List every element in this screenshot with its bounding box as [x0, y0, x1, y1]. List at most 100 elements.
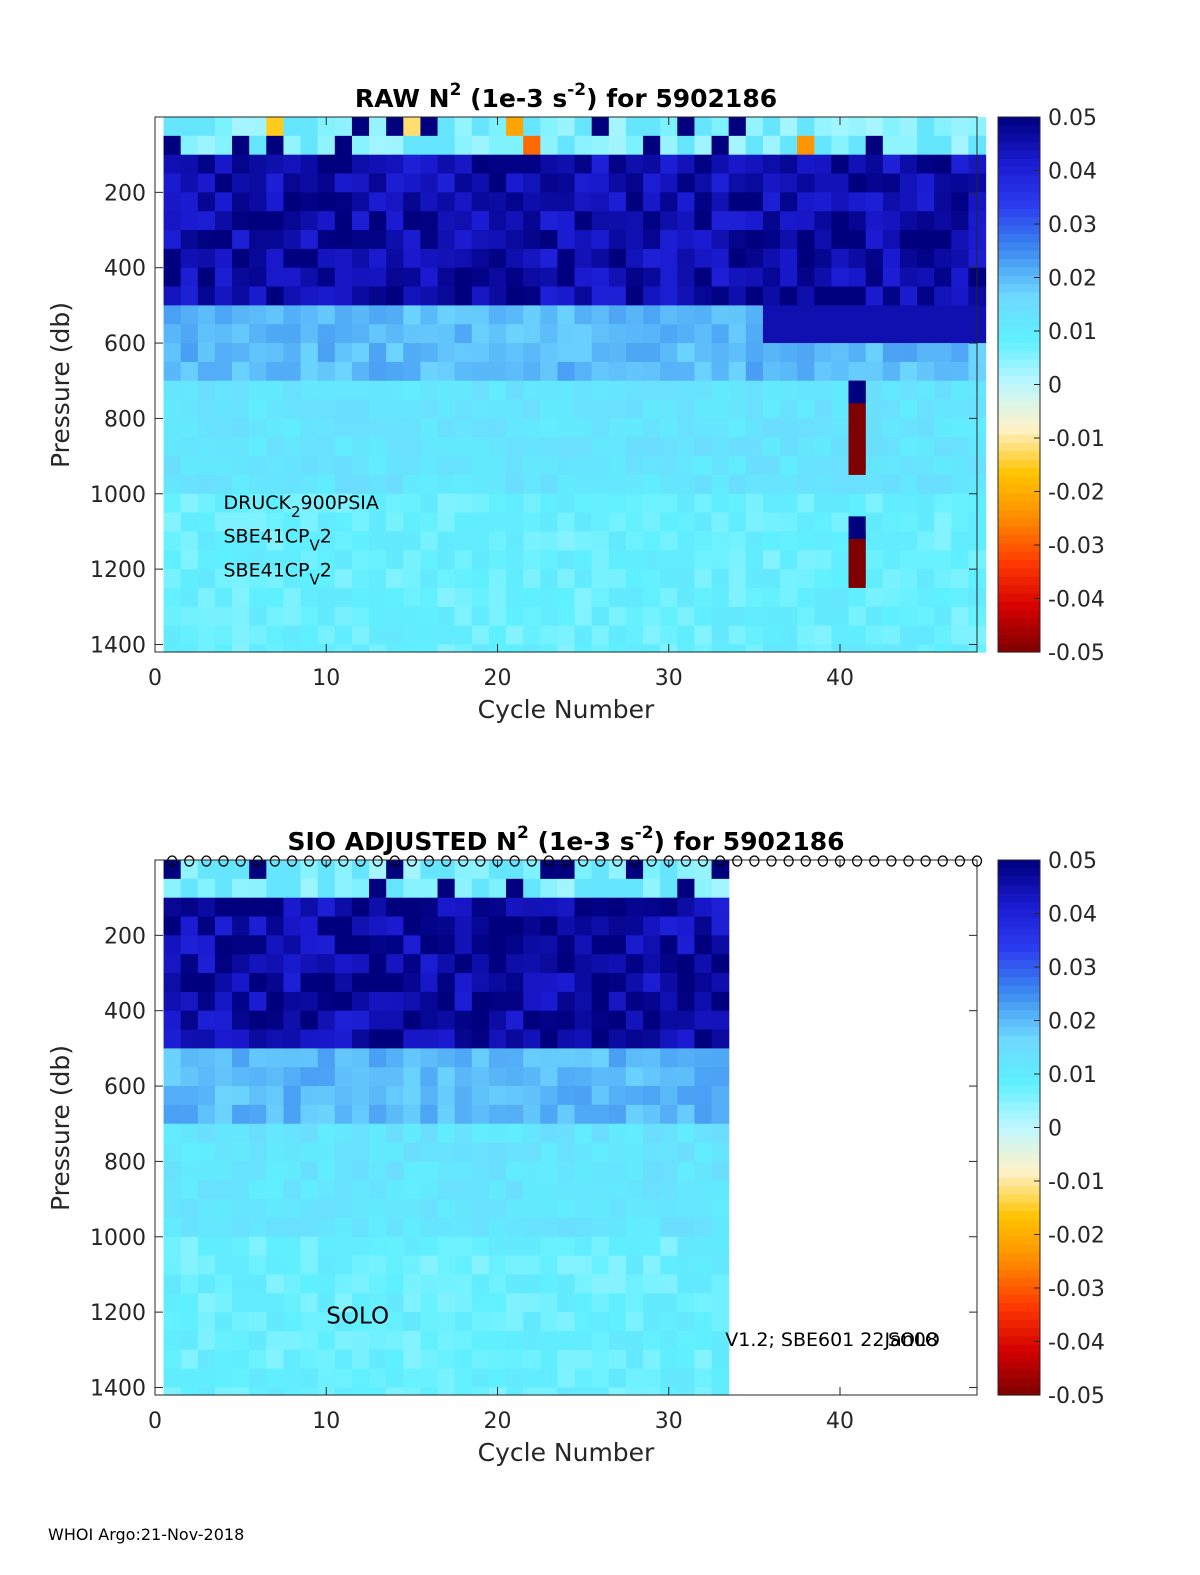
raw-heatmap-cell — [523, 343, 541, 363]
raw-heatmap-cell — [334, 154, 353, 175]
adjusted-heatmap-cell — [214, 1349, 233, 1370]
adjusted-heatmap-cell — [300, 1293, 319, 1313]
adjusted-heatmap-cell — [540, 1123, 559, 1144]
adjusted-heatmap-cell — [334, 1104, 353, 1125]
adjusted-heatmap-cell — [677, 1217, 696, 1238]
raw-heatmap-cell — [728, 324, 747, 344]
adjusted-colorbar-swatch — [998, 1336, 1040, 1346]
raw-heatmap-cell — [865, 456, 884, 476]
adjusted-heatmap-cell — [608, 1142, 627, 1163]
adjusted-heatmap-cell — [488, 954, 507, 974]
adjusted-heatmap-cell — [249, 1029, 267, 1049]
raw-heatmap-cell — [180, 512, 199, 533]
raw-heatmap-cell — [934, 531, 952, 551]
raw-heatmap-cell — [711, 493, 730, 514]
adjusted-heatmap-cell — [660, 1086, 678, 1106]
raw-heatmap-cell — [711, 625, 730, 646]
raw-colorbar-tick-label: 0.01 — [1048, 320, 1097, 345]
raw-heatmap-cell — [608, 625, 627, 646]
raw-heatmap-cell — [780, 117, 798, 137]
adjusted-heatmap-cell — [317, 878, 336, 899]
raw-heatmap-cell — [882, 135, 901, 156]
raw-heatmap-cell — [762, 569, 781, 589]
raw-heatmap-cell — [506, 211, 524, 231]
raw-heatmap-cell — [232, 493, 250, 514]
profile-marker — [355, 855, 366, 867]
adjusted-heatmap-cell — [471, 1255, 490, 1276]
adjusted-heatmap-cell — [454, 973, 473, 993]
adjusted-heatmap-cell — [471, 1086, 490, 1106]
adjusted-annotation: SOLO — [888, 1329, 940, 1351]
adjusted-heatmap-cell — [317, 1029, 336, 1049]
adjusted-heatmap-cell — [420, 1312, 439, 1332]
raw-heatmap-cell — [540, 173, 559, 193]
raw-heatmap-cell — [625, 456, 644, 476]
raw-heatmap-cell — [745, 437, 764, 457]
adjusted-heatmap-cell — [694, 878, 713, 899]
raw-heatmap-cell — [728, 361, 747, 382]
raw-heatmap-cell — [780, 531, 798, 551]
raw-heatmap-cell — [934, 437, 952, 457]
raw-heatmap-cell — [814, 493, 833, 514]
raw-heatmap-cell — [300, 267, 319, 288]
raw-heatmap-cell — [574, 230, 593, 250]
adjusted-heatmap-cell — [317, 1368, 336, 1389]
adjusted-heatmap-cell — [283, 1387, 302, 1396]
raw-heatmap-cell — [694, 135, 713, 156]
raw-heatmap-cell — [865, 154, 884, 175]
adjusted-y-tick-label: 1000 — [90, 1226, 146, 1251]
adjusted-heatmap-cell — [488, 1123, 507, 1144]
adjusted-heatmap-cell — [283, 935, 302, 955]
adjusted-heatmap-cell — [660, 860, 678, 880]
raw-heatmap-cell — [283, 493, 302, 514]
adjusted-heatmap-cell — [369, 1142, 387, 1163]
raw-colorbar-swatch — [998, 501, 1040, 511]
raw-heatmap-cell — [214, 343, 233, 363]
adjusted-heatmap-cell — [369, 1048, 387, 1068]
raw-heatmap-cell — [591, 154, 610, 175]
raw-heatmap-cell — [557, 135, 576, 156]
raw-heatmap-cell — [882, 361, 901, 382]
raw-colorbar-swatch — [998, 267, 1040, 277]
adjusted-heatmap-cell — [488, 1255, 507, 1276]
raw-heatmap-cell — [711, 512, 730, 533]
raw-heatmap-cell — [317, 606, 336, 627]
raw-heatmap-cell — [574, 625, 593, 646]
raw-heatmap-cell — [403, 474, 422, 495]
raw-heatmap-cell — [694, 361, 713, 382]
adjusted-heatmap-cell — [660, 1312, 678, 1332]
raw-heatmap-cell — [317, 587, 336, 608]
adjusted-heatmap-cell — [386, 1330, 404, 1351]
raw-heatmap-cell — [899, 625, 918, 646]
raw-heatmap-cell — [625, 305, 644, 325]
profile-marker — [166, 855, 178, 867]
raw-heatmap-cell — [814, 211, 833, 231]
adjusted-colorbar-swatch — [998, 1060, 1040, 1070]
adjusted-heatmap-cell — [574, 1312, 593, 1332]
raw-colorbar-swatch — [998, 518, 1040, 528]
raw-colorbar-tick-label: 0.05 — [1048, 106, 1097, 131]
adjusted-heatmap-cell — [403, 1312, 422, 1332]
raw-heatmap-cell — [848, 173, 867, 193]
raw-heatmap-cell — [214, 644, 233, 653]
adjusted-heatmap-cell — [625, 1104, 644, 1125]
raw-heatmap-cell — [694, 644, 713, 653]
profile-marker — [646, 855, 657, 867]
adjusted-heatmap-cell — [591, 1217, 610, 1238]
raw-heatmap-cell — [334, 361, 353, 382]
adjusted-heatmap-cell — [197, 1067, 216, 1087]
adjusted-heatmap-cell — [488, 1010, 507, 1031]
raw-heatmap-cell — [882, 286, 901, 306]
raw-heatmap-cell — [591, 512, 610, 533]
raw-heatmap-cell — [420, 625, 439, 646]
raw-heatmap-cell — [780, 493, 798, 514]
raw-heatmap-cell — [608, 248, 627, 269]
adjusted-heatmap-cell — [283, 1349, 302, 1370]
raw-heatmap-cell — [660, 380, 678, 401]
adjusted-heatmap-cell — [300, 954, 319, 974]
raw-heatmap-cell — [711, 211, 730, 231]
adjusted-heatmap-cell — [660, 1293, 678, 1313]
raw-heatmap-cell — [728, 550, 747, 570]
raw-heatmap-cell — [917, 248, 935, 269]
adjusted-heatmap-cell — [386, 1236, 404, 1257]
